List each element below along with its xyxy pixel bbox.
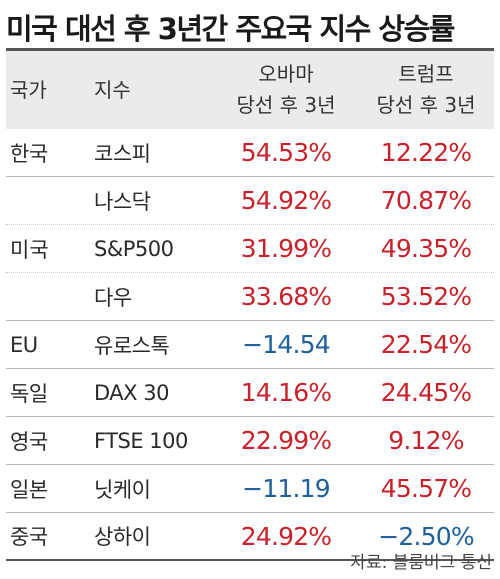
page-title: 미국 대선 후 3년간 주요국 지수 상승률 bbox=[6, 12, 455, 46]
usa-group: 미국 나스닥 54.92% 70.87% S&P500 31.99% 49.35… bbox=[6, 177, 494, 321]
row-index: DAX 30 bbox=[94, 380, 169, 405]
row-index: FTSE 100 bbox=[94, 428, 188, 453]
row-trump-value: 53.52% bbox=[380, 282, 472, 311]
row-trump-value: 70.87% bbox=[380, 186, 472, 215]
row-obama-value: 22.99% bbox=[240, 426, 332, 455]
row-index: 유로스톡 bbox=[94, 333, 170, 358]
table-row: 일본 닛케이 −11.19 45.57% bbox=[6, 465, 494, 513]
header-obama-line1: 오바마 bbox=[258, 62, 314, 86]
row-trump-value: 22.54% bbox=[380, 330, 472, 359]
table-row: 다우 33.68% 53.52% bbox=[6, 273, 494, 321]
header-trump-line2: 당선 후 3년 bbox=[376, 93, 476, 117]
table-row: EU 유로스톡 −14.54 22.54% bbox=[6, 321, 494, 369]
table-row: 독일 DAX 30 14.16% 24.45% bbox=[6, 369, 494, 417]
row-index: 나스닥 bbox=[94, 189, 151, 214]
row-country: 중국 bbox=[10, 525, 48, 549]
row-country: 한국 bbox=[10, 141, 48, 166]
row-obama-value: 14.16% bbox=[240, 378, 332, 407]
row-index: S&P500 bbox=[94, 236, 174, 261]
row-trump-value: 24.45% bbox=[380, 378, 472, 407]
row-index: 다우 bbox=[94, 285, 132, 310]
row-trump-value: 9.12% bbox=[388, 426, 464, 455]
row-obama-value: 54.53% bbox=[240, 138, 332, 167]
row-obama-value: 33.68% bbox=[240, 282, 332, 311]
row-obama-value: 24.92% bbox=[240, 521, 332, 551]
header-trump: 트럼프 당선 후 3년 bbox=[358, 51, 494, 129]
row-trump-value: 12.22% bbox=[380, 138, 472, 167]
table-row: 나스닥 54.92% 70.87% bbox=[6, 177, 494, 225]
row-trump-value: 49.35% bbox=[380, 234, 472, 263]
table-row: S&P500 31.99% 49.35% bbox=[6, 225, 494, 273]
table-row: 영국 FTSE 100 22.99% 9.12% bbox=[6, 417, 494, 465]
row-obama-value: −14.54 bbox=[242, 330, 331, 359]
row-trump-value: −2.50% bbox=[378, 521, 474, 551]
row-country: 영국 bbox=[10, 429, 48, 454]
table-body: 한국 코스피 54.53% 12.22% 미국 나스닥 54.92% 70.87… bbox=[6, 129, 494, 561]
index-return-table: 국가 지수 오바마 당선 후 3년 트럼프 당선 후 3년 한국 코스피 54.… bbox=[6, 48, 494, 561]
row-index: 상하이 bbox=[94, 525, 151, 549]
row-country: 미국 bbox=[10, 238, 49, 262]
header-country-label: 국가 bbox=[10, 77, 47, 102]
row-index: 코스피 bbox=[94, 141, 151, 166]
row-trump-value: 45.57% bbox=[380, 474, 472, 503]
header-trump-line1: 트럼프 bbox=[398, 62, 454, 86]
header-index-label: 지수 bbox=[94, 77, 131, 102]
row-index: 닛케이 bbox=[94, 477, 151, 502]
header-obama-line2: 당선 후 3년 bbox=[236, 93, 336, 117]
header-obama: 오바마 당선 후 3년 bbox=[216, 51, 356, 129]
row-obama-value: 54.92% bbox=[240, 186, 332, 215]
source-note: 자료: 블룸버그 통신 bbox=[350, 553, 492, 573]
row-country: 독일 bbox=[10, 381, 48, 406]
row-country: 일본 bbox=[10, 477, 48, 502]
table-row: 중국 상하이 24.92% −2.50% bbox=[6, 513, 494, 561]
table-header: 국가 지수 오바마 당선 후 3년 트럼프 당선 후 3년 bbox=[6, 48, 494, 129]
row-obama-value: 31.99% bbox=[240, 234, 332, 263]
row-country: EU bbox=[10, 332, 38, 357]
row-obama-value: −11.19 bbox=[242, 474, 331, 503]
header-country: 국가 bbox=[10, 51, 82, 129]
header-index: 지수 bbox=[94, 51, 214, 129]
table-row: 한국 코스피 54.53% 12.22% bbox=[6, 129, 494, 177]
